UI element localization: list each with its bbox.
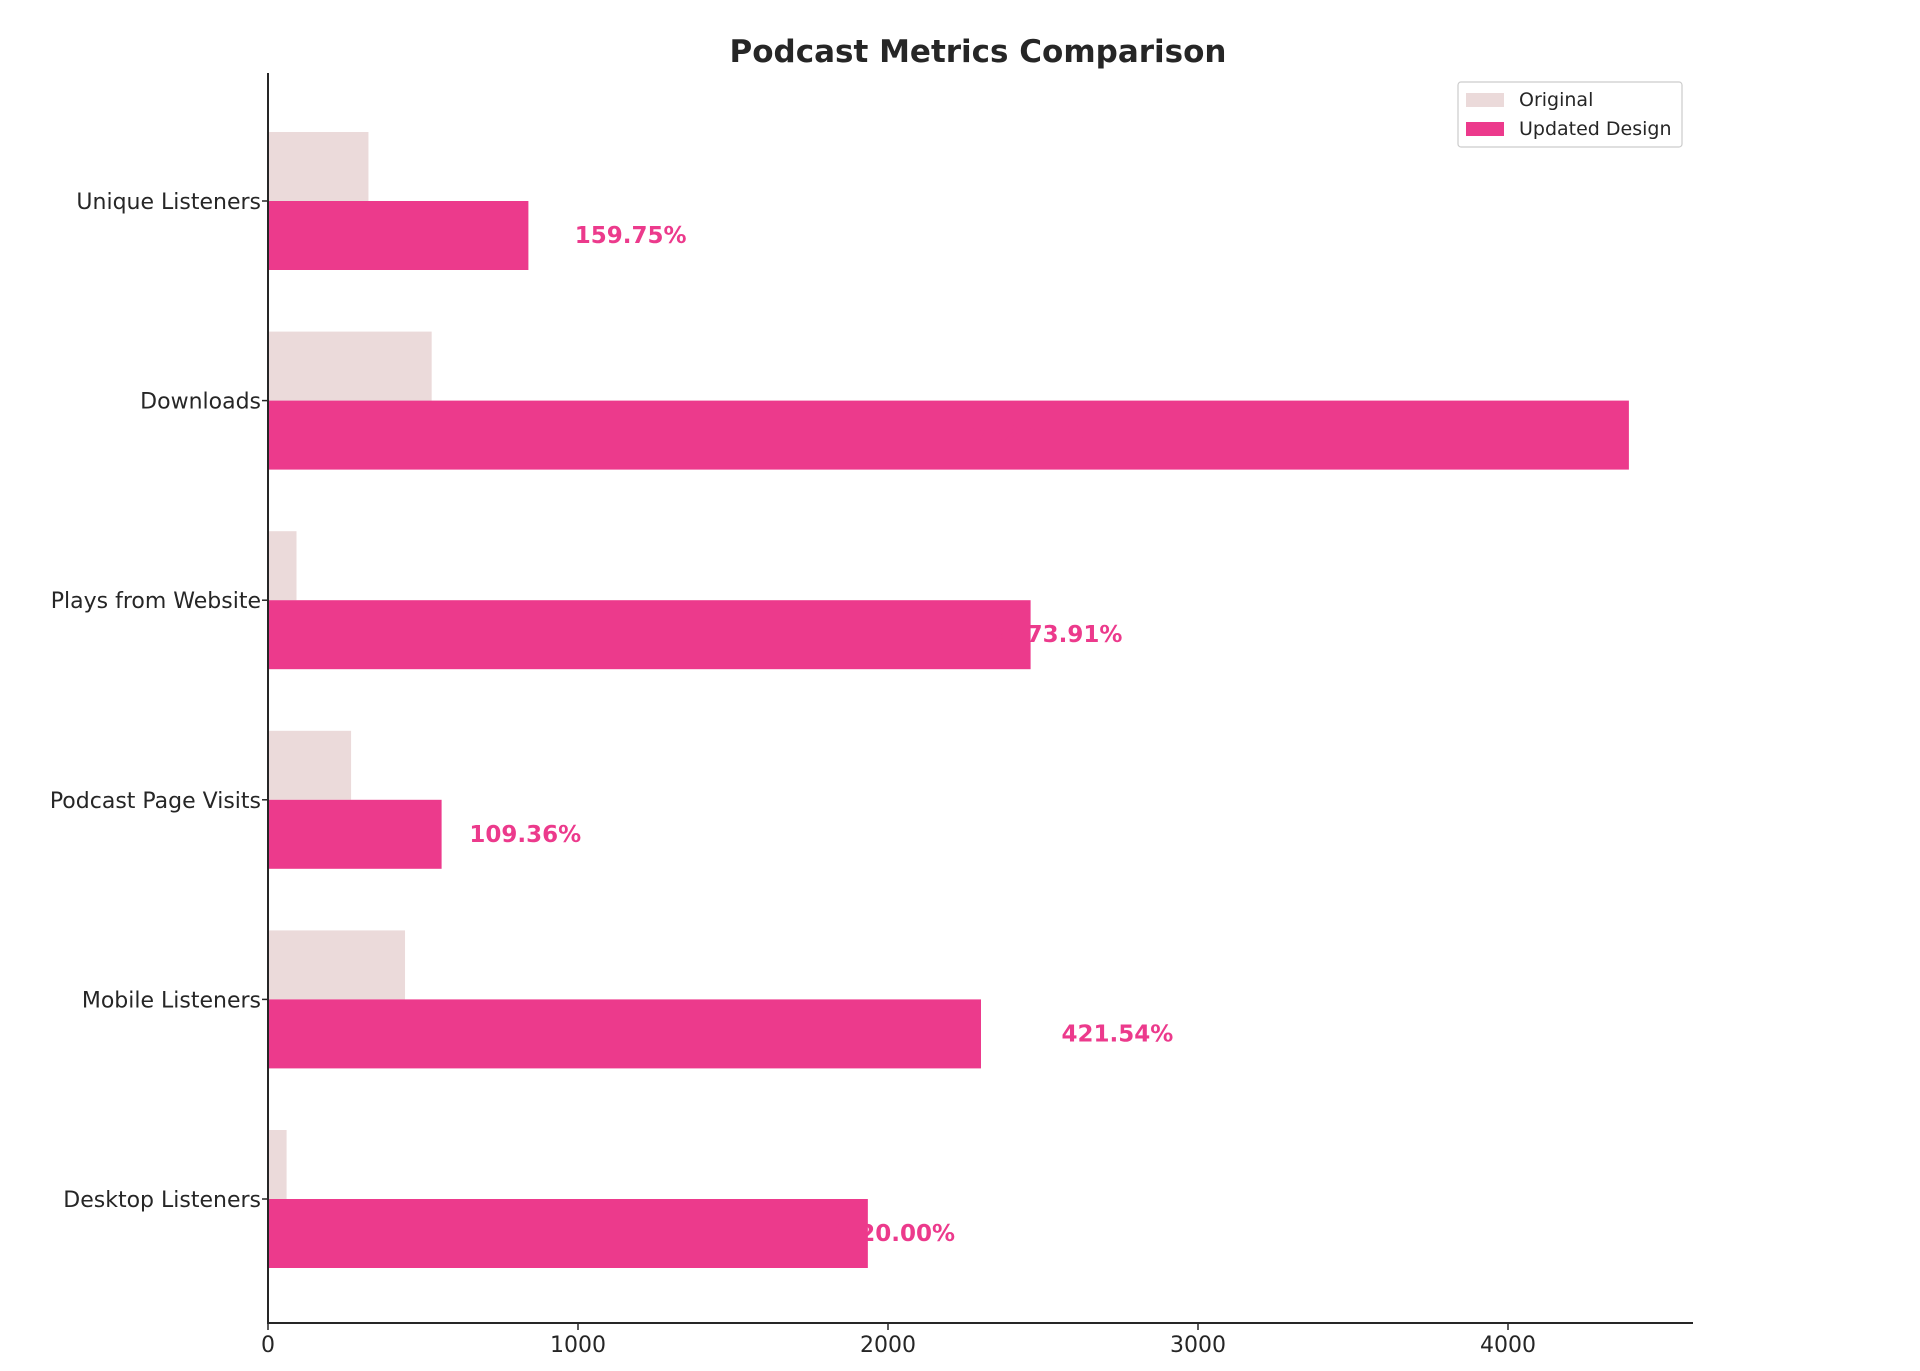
x-tick-label: 4000 [1480,1333,1536,1358]
bar-original-downloads [268,331,432,401]
bar-original-unique-listeners [268,132,369,201]
legend-label-updated-design: Updated Design [1519,118,1672,140]
bar-original-mobile-listeners [268,930,406,1000]
pct-label-podcast-page-visits: 109.36% [469,822,581,848]
x-tick-label: 2000 [860,1333,916,1358]
bar-updated-downloads [268,400,1629,470]
bar-updated-mobile-listeners [268,999,981,1069]
bars-group [268,132,1629,1268]
bar-original-plays-from-website [268,531,297,601]
category-label-mobile-listeners: Mobile Listeners [82,988,261,1013]
bar-updated-plays-from-website [268,600,1031,670]
legend-label-original: Original [1519,89,1593,111]
pct-label-plays-from-website: 2573.91% [995,622,1123,648]
legend-swatch-original [1466,93,1504,107]
category-label-podcast-page-visits: Podcast Page Visits [50,789,261,814]
annotations-group: 159.75% 732.01% 2573.91% 109.36% 421.54% 3120… [469,223,1173,1247]
x-tick-label: 0 [261,1333,275,1358]
category-labels-group: Unique Listeners Downloads Plays from Webs… [50,190,268,1213]
bar-original-podcast-page-visits [268,730,352,800]
category-label-plays-from-website: Plays from Website [51,589,261,614]
bar-updated-unique-listeners [268,201,529,270]
pct-label-desktop-listeners: 3120.00% [827,1221,955,1247]
legend-box [1457,81,1683,148]
pct-label-mobile-listeners: 421.54% [1061,1021,1173,1047]
x-tick-label: 1000 [550,1333,606,1358]
category-label-unique-listeners: Unique Listeners [76,190,261,215]
chart-title: Podcast Metrics Comparison [730,34,1227,70]
x-ticks-group: 0 1000 2000 3000 4000 [261,1323,1536,1358]
x-tick-label: 3000 [1170,1333,1226,1358]
legend-swatch-updated-design [1466,122,1504,136]
legend: Original Updated Design [1457,81,1683,148]
pct-label-downloads: 732.01% [972,423,1084,449]
bar-updated-desktop-listeners [268,1199,868,1268]
category-label-downloads: Downloads [140,390,261,415]
pct-label-unique-listeners: 159.75% [575,223,687,249]
category-label-desktop-listeners: Desktop Listeners [63,1188,261,1213]
bar-updated-podcast-page-visits [268,799,442,869]
bar-original-desktop-listeners [268,1130,287,1199]
